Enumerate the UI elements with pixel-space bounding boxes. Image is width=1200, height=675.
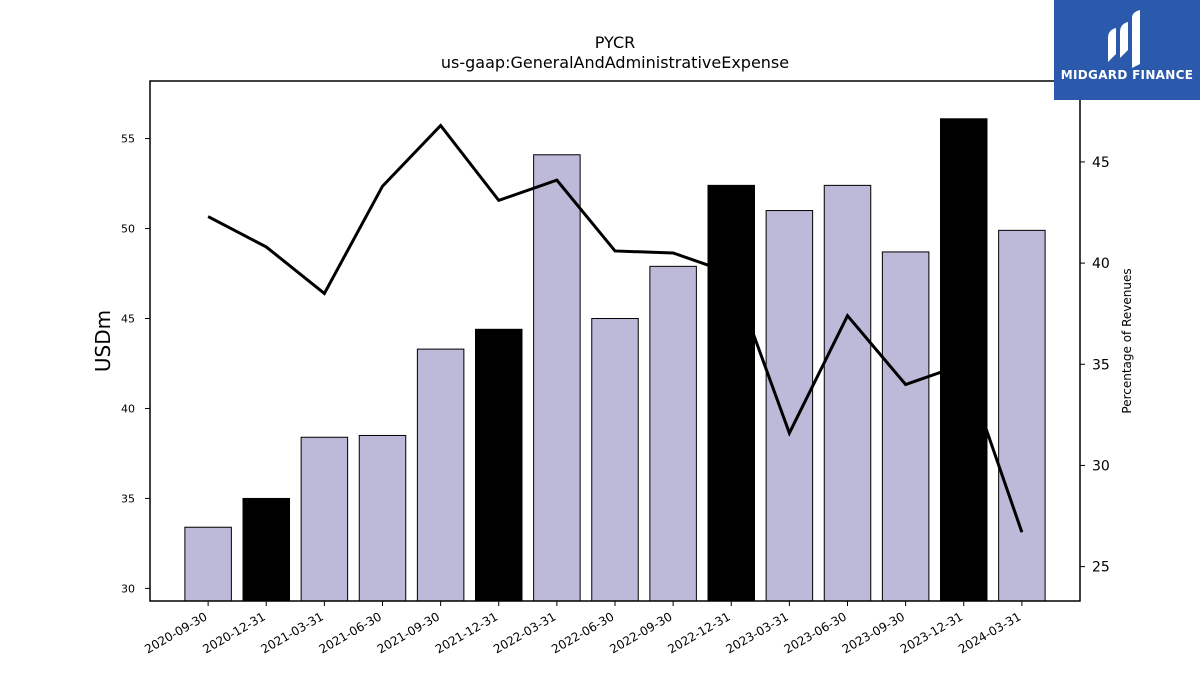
y-tick-label: 40: [121, 402, 135, 415]
y2-tick-label: 35: [1092, 357, 1110, 373]
logo-mark-icon: [1108, 10, 1140, 68]
y-tick-label: 55: [121, 133, 135, 146]
bar-2023-03-31: [765, 210, 814, 602]
bar-2022-12-31: [707, 184, 755, 602]
y-axis-label: USDm: [91, 310, 115, 372]
x-tick-label: 2024-03-31: [956, 609, 1023, 656]
bar-2021-03-31: [300, 436, 349, 602]
y-tick-label: 45: [121, 313, 135, 326]
chart-title: PYCR: [595, 33, 635, 52]
y-axis-left: 30 35 40 45 50 55: [121, 133, 150, 595]
x-tick-label: 2021-06-30: [317, 609, 384, 656]
x-tick-label: 2022-12-31: [665, 609, 732, 656]
bar-2023-12-31: [940, 118, 988, 602]
x-tick-label: 2022-03-31: [491, 609, 558, 656]
line-group: [207, 123, 1024, 533]
y-axis-right: 25 30 35 40 45: [1080, 155, 1110, 576]
y2-tick-label: 30: [1092, 458, 1110, 474]
bar-2022-03-31: [533, 154, 581, 602]
bar-2020-09-30: [184, 526, 232, 602]
bar-2022-09-30: [649, 265, 697, 602]
series-line: [207, 123, 1024, 533]
bar-2024-03-31: [998, 229, 1046, 602]
bars-group: [184, 118, 1046, 602]
x-axis: 2020-09-302020-12-312021-03-312021-06-30…: [142, 601, 1023, 656]
bar-2021-06-30: [358, 434, 407, 602]
y-tick-label: 30: [121, 582, 135, 595]
x-tick-label: 2023-06-30: [782, 609, 849, 656]
y2-tick-label: 45: [1092, 155, 1110, 171]
y2-axis-label: Percentage of Revenues: [1120, 268, 1134, 413]
x-tick-label: 2020-09-30: [142, 609, 209, 656]
bar-2021-12-31: [475, 328, 523, 602]
x-tick-label: 2020-12-31: [200, 609, 267, 656]
logo-text: MIDGARD FINANCE: [1060, 68, 1194, 82]
x-tick-label: 2021-12-31: [433, 609, 500, 656]
bar-2023-09-30: [881, 251, 930, 602]
y2-tick-label: 40: [1092, 256, 1110, 272]
x-tick-label: 2023-03-31: [723, 609, 790, 656]
y-tick-label: 50: [121, 223, 135, 236]
bar-2023-06-30: [823, 184, 872, 602]
bar-2022-06-30: [591, 318, 639, 602]
x-tick-label: 2021-03-31: [258, 609, 325, 656]
x-tick-label: 2022-06-30: [549, 609, 616, 656]
chart-subtitle: us-gaap:GeneralAndAdministrativeExpense: [441, 53, 789, 72]
brand-logo: MIDGARD FINANCE: [1054, 0, 1200, 100]
y2-tick-label: 25: [1092, 560, 1110, 576]
x-tick-label: 2022-09-30: [607, 609, 674, 656]
x-tick-label: 2023-12-31: [898, 609, 965, 656]
x-tick-label: 2021-09-30: [375, 609, 442, 656]
x-tick-label: 2023-09-30: [840, 609, 907, 656]
bar-2020-12-31: [242, 497, 290, 602]
bar-2021-09-30: [416, 348, 465, 602]
y-tick-label: 35: [121, 492, 135, 505]
